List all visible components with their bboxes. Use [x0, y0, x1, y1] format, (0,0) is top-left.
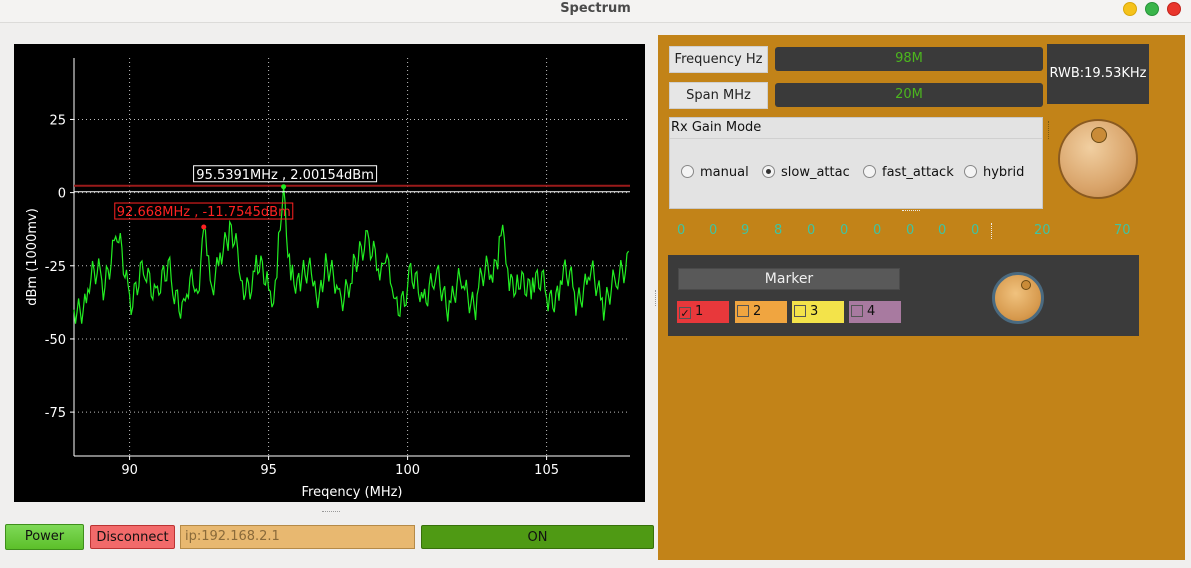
frequency-digit[interactable]: 0 — [709, 223, 718, 238]
splitter-handle[interactable] — [1048, 121, 1050, 139]
y-tick-label: -25 — [45, 260, 66, 275]
gain-mode-label: slow_attac — [781, 165, 850, 180]
gain-value-max: 70 — [1114, 223, 1131, 238]
checkbox-icon — [851, 305, 863, 317]
marker-panel: Marker ✓ 1 2 3 4 — [668, 255, 1139, 336]
radio-icon — [681, 165, 694, 178]
span-label: Span MHz — [669, 82, 768, 109]
close-button[interactable] — [1167, 2, 1181, 16]
marker-label: 3 — [810, 304, 819, 319]
marker-checkbox-3[interactable]: 3 — [792, 301, 844, 323]
gain-mode-label: fast_attack — [882, 165, 954, 180]
knob-indicator — [1021, 280, 1031, 290]
x-axis-title: Freqency (MHz) — [301, 485, 402, 500]
y-tick-label: 25 — [49, 113, 66, 128]
marker-checkbox-1[interactable]: ✓ 1 — [677, 301, 729, 323]
gain-mode-slow-attack[interactable]: slow_attac — [762, 165, 858, 180]
frequency-digit[interactable]: 0 — [971, 223, 980, 238]
splitter-handle[interactable] — [902, 210, 920, 212]
minimize-button[interactable] — [1123, 2, 1137, 16]
x-tick-label: 95 — [260, 463, 277, 478]
marker-button[interactable]: Marker — [678, 268, 900, 290]
marker-point — [201, 224, 207, 230]
horizontal-splitter-handle[interactable] — [322, 511, 340, 513]
gain-knob[interactable] — [1058, 119, 1138, 199]
marker-label: 1 — [695, 304, 704, 319]
frequency-digit[interactable]: 0 — [677, 223, 686, 238]
gain-mode-fast-attack[interactable]: fast_attack — [863, 165, 954, 180]
checkbox-icon — [794, 305, 806, 317]
marker-label: 2 — [753, 304, 762, 319]
power-button[interactable]: Power — [5, 524, 84, 550]
x-tick-label: 100 — [395, 463, 420, 478]
disconnect-button[interactable]: Disconnect — [90, 525, 175, 549]
vertical-splitter-handle[interactable] — [655, 290, 657, 306]
gain-mode-label: manual — [700, 165, 749, 180]
radio-icon — [863, 165, 876, 178]
gain-mode-label: hybrid — [983, 165, 1025, 180]
frequency-digit[interactable]: 0 — [807, 223, 816, 238]
checkbox-checked-icon: ✓ — [679, 307, 691, 320]
frequency-display[interactable]: 98M — [775, 47, 1043, 71]
frequency-digit[interactable]: 0 — [906, 223, 915, 238]
marker-point — [281, 184, 287, 190]
radio-icon — [964, 165, 977, 178]
marker-label-box — [114, 202, 294, 220]
rx-gain-mode-group: Rx Gain Mode manual slow_attac fast_atta… — [669, 117, 1043, 209]
marker-label-box — [193, 165, 378, 183]
x-tick-label: 105 — [534, 463, 559, 478]
frequency-label: Frequency Hz — [669, 46, 768, 73]
on-toggle-button[interactable]: ON — [421, 525, 654, 549]
gain-mode-manual[interactable]: manual — [681, 165, 749, 180]
frequency-digit[interactable]: 0 — [873, 223, 882, 238]
digit-separator — [991, 223, 992, 239]
gain-value-min: 20 — [1034, 223, 1051, 238]
x-tick-label: 90 — [121, 463, 138, 478]
span-display[interactable]: 20M — [775, 83, 1043, 107]
marker-checkbox-2[interactable]: 2 — [735, 301, 787, 323]
ip-address-input[interactable]: ip:192.168.2.1 — [180, 525, 415, 549]
control-panel: Frequency Hz 98M Span MHz 20M RWB:19.53K… — [658, 35, 1185, 560]
frequency-digit[interactable]: 9 — [741, 223, 750, 238]
frequency-digit[interactable]: 0 — [840, 223, 849, 238]
y-tick-label: 0 — [58, 187, 66, 202]
radio-selected-icon — [762, 165, 775, 178]
y-axis-title: dBm (1000mv) — [25, 208, 40, 306]
marker-label-text: 95.5391MHz , 2.00154dBm — [196, 168, 374, 183]
y-tick-label: -50 — [45, 333, 66, 348]
gain-separator — [670, 138, 1042, 139]
maximize-button[interactable] — [1145, 2, 1159, 16]
window-titlebar: Spectrum — [0, 0, 1191, 23]
gain-mode-hybrid[interactable]: hybrid — [964, 165, 1024, 180]
marker-label-text: 92.668MHz , -11.7545dBm — [117, 205, 291, 220]
marker-knob[interactable] — [992, 272, 1044, 324]
marker-checkbox-4[interactable]: 4 — [849, 301, 901, 323]
rx-gain-mode-title: Rx Gain Mode — [671, 120, 762, 135]
frequency-digit[interactable]: 8 — [774, 223, 783, 238]
window-title: Spectrum — [560, 1, 631, 16]
y-tick-label: -75 — [45, 406, 66, 421]
knob-indicator — [1091, 127, 1107, 143]
spectrum-trace — [73, 186, 630, 324]
checkbox-icon — [737, 305, 749, 317]
marker-label: 4 — [867, 304, 876, 319]
frequency-digit[interactable]: 0 — [938, 223, 947, 238]
spectrum-plot[interactable]: 90 95 100 105 25 0 -25 -50 -75 95.5391MHz , 2.00… — [14, 44, 645, 502]
rwb-display: RWB:19.53KHz — [1047, 44, 1149, 104]
